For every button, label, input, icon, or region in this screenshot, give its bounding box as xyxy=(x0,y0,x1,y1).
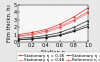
Stationary η = 0.12 xyxy=(87,20,89,21)
Stationary η = 0.24 xyxy=(17,39,19,40)
Reference η = 0.100 xyxy=(73,19,75,20)
Reference η = 0.100 xyxy=(17,36,19,37)
Line: Reference η = 0.200: Reference η = 0.200 xyxy=(17,26,89,41)
Stationary η = 0.12 xyxy=(17,38,19,39)
Reference η = 0.100 xyxy=(87,11,89,12)
Stationary η = 0.36 xyxy=(45,29,47,30)
Line: Stationary η = 0.24: Stationary η = 0.24 xyxy=(17,24,89,40)
Reference η = 0.200 xyxy=(87,26,89,27)
Stationary η = 0.24 xyxy=(59,34,61,35)
Stationary η = 0.24 xyxy=(87,24,89,25)
Reference η = 0.100 xyxy=(59,26,61,27)
Line: Stationary η = 0.48: Stationary η = 0.48 xyxy=(17,12,89,38)
Stationary η = 0.12 xyxy=(73,27,75,28)
Line: Reference η = 0.100: Reference η = 0.100 xyxy=(17,11,89,37)
Reference η = 0.200 xyxy=(59,35,61,36)
Stationary η = 0.48 xyxy=(45,32,47,33)
Legend: Stationary η = 0.36, Stationary η = 0.48, Stationary η = 0.12, Stationary η = 0.: Stationary η = 0.36, Stationary η = 0.48… xyxy=(17,52,100,62)
Stationary η = 0.12 xyxy=(31,37,33,38)
Line: Stationary η = 0.36: Stationary η = 0.36 xyxy=(17,7,89,35)
Stationary η = 0.36 xyxy=(17,34,19,35)
Stationary η = 0.36 xyxy=(73,16,75,17)
Line: Stationary η = 0.12: Stationary η = 0.12 xyxy=(17,20,89,39)
Stationary η = 0.12 xyxy=(45,35,47,36)
X-axis label: Station p: Station p xyxy=(41,50,65,55)
Reference η = 0.200 xyxy=(73,31,75,32)
Stationary η = 0.24 xyxy=(31,38,33,39)
Stationary η = 0.12 xyxy=(59,32,61,33)
Reference η = 0.200 xyxy=(45,37,47,38)
Y-axis label: Film thickn. h₀: Film thickn. h₀ xyxy=(7,5,12,42)
Stationary η = 0.24 xyxy=(73,30,75,31)
Stationary η = 0.36 xyxy=(31,32,33,33)
Stationary η = 0.48 xyxy=(73,21,75,22)
Stationary η = 0.48 xyxy=(87,13,89,14)
Stationary η = 0.36 xyxy=(59,24,61,25)
